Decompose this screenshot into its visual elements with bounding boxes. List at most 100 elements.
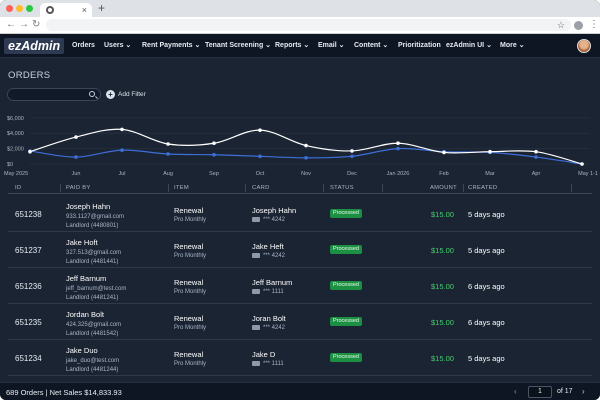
payer-email[interactable]: 424.325@gmail.com — [66, 322, 122, 328]
reload-icon[interactable]: ↻ — [32, 19, 41, 30]
y-tick-label: $0 — [7, 162, 13, 168]
credit-card-icon — [252, 289, 260, 294]
order-id: 651238 — [15, 210, 42, 219]
card-holder: Jeff Barnum — [252, 278, 293, 287]
status-badge: Processed — [330, 209, 362, 218]
nav-email[interactable]: Email ⌄ — [318, 34, 345, 58]
payer-email[interactable]: jake_duo@test.com — [66, 358, 120, 364]
status-badge: Processed — [330, 353, 362, 362]
data-point — [534, 149, 538, 154]
payer-landlord[interactable]: Landlord (4480801) — [66, 223, 119, 229]
payer-landlord[interactable]: Landlord (4481244) — [66, 367, 119, 373]
header-card[interactable]: CARD — [252, 185, 270, 191]
created-time: 6 days ago — [468, 282, 505, 291]
forward-icon[interactable]: → — [19, 19, 29, 30]
header-amount[interactable]: AMOUNT — [430, 185, 457, 191]
bookmark-star-icon[interactable]: ☆ — [556, 20, 565, 30]
payer-name[interactable]: Jake Duo — [66, 346, 98, 355]
y-tick-label: $2,000 — [7, 147, 24, 153]
previous-page-icon[interactable]: ‹ — [514, 387, 517, 396]
table-row[interactable]: 651237 Jake Hoft 327.513@gmail.com Landl… — [8, 232, 592, 268]
card-number: *** 1111 — [252, 361, 284, 367]
chevron-down-icon: ⌄ — [303, 42, 310, 49]
data-point — [442, 150, 446, 155]
credit-card-icon — [252, 361, 260, 366]
nav-ezadmin-ui[interactable]: ezAdmin UI ⌄ — [446, 34, 492, 58]
nav-users[interactable]: Users ⌄ — [104, 34, 131, 58]
payer-email[interactable]: 327.513@gmail.com — [66, 250, 122, 256]
card-holder: Jake Heft — [252, 242, 284, 251]
x-tick-label: Sep — [209, 171, 219, 177]
close-window-dot[interactable] — [6, 5, 13, 12]
header-status[interactable]: STATUS — [330, 185, 354, 191]
status-badge: Processed — [330, 245, 362, 254]
card-number-text: *** 4242 — [263, 325, 286, 332]
add-filter-button[interactable]: + Add Filter — [106, 88, 146, 101]
data-point — [258, 154, 262, 159]
table-row[interactable]: 651236 Jeff Barnum jeff_barnum@test.com … — [8, 268, 592, 304]
column-divider — [382, 184, 383, 192]
table-row[interactable]: 651235 Jordan Bolt 424.325@gmail.com Lan… — [8, 304, 592, 340]
nav-more[interactable]: More ⌄ — [500, 34, 525, 58]
tab-close-icon[interactable]: × — [81, 5, 87, 15]
chevron-down-icon: ⌄ — [518, 42, 525, 49]
column-divider — [463, 184, 464, 192]
nav-email-label: Email — [318, 42, 337, 49]
x-tick-label: Apr — [532, 171, 541, 177]
payer-landlord[interactable]: Landlord (4481241) — [66, 295, 119, 301]
data-point — [350, 149, 354, 153]
data-point — [120, 127, 124, 132]
nav-content[interactable]: Content ⌄ — [354, 34, 388, 58]
ezadmin-logo[interactable]: ezAdmin — [4, 38, 65, 54]
card-holder: Joran Bolt — [252, 314, 286, 323]
back-icon[interactable]: ← — [6, 19, 16, 30]
header-created[interactable]: CREATED — [468, 185, 498, 191]
nav-prioritization[interactable]: Prioritization — [398, 34, 441, 58]
new-tab-button[interactable]: + — [98, 1, 106, 15]
next-page-icon[interactable]: › — [582, 387, 585, 396]
minimize-window-dot[interactable] — [16, 5, 23, 12]
payer-name[interactable]: Jordan Bolt — [66, 310, 104, 319]
table-row[interactable]: 651234 Jake Duo jake_duo@test.com Landlo… — [8, 340, 592, 376]
payer-email[interactable]: 933.1127@gmail.com — [66, 214, 125, 220]
user-avatar[interactable] — [577, 39, 591, 53]
payer-email[interactable]: jeff_barnum@test.com — [66, 286, 127, 292]
item-plan: Pro Monthly — [174, 325, 207, 331]
profile-icon[interactable] — [574, 21, 583, 30]
chevron-down-icon: ⌄ — [338, 42, 345, 49]
payer-landlord[interactable]: Landlord (4481441) — [66, 259, 119, 265]
column-divider — [571, 184, 572, 192]
orders-summary: 689 Orders | Net Sales $14,833.93 — [6, 388, 122, 397]
header-item[interactable]: ITEM — [174, 185, 190, 191]
nav-tenant-screening[interactable]: Tenant Screening ⌄ — [205, 34, 271, 58]
x-tick-label: Nov — [301, 171, 311, 177]
item-type: Renewal — [174, 350, 204, 359]
header-id[interactable]: ID — [15, 185, 22, 191]
browser-menu-icon[interactable]: ⋮ — [589, 19, 599, 30]
address-bar[interactable]: ☆ — [46, 19, 571, 31]
payer-landlord[interactable]: Landlord (4481542) — [66, 331, 119, 337]
chevron-down-icon: ⌄ — [265, 42, 272, 49]
page-number-input[interactable]: 1 — [528, 386, 552, 398]
payer-name[interactable]: Jeff Barnum — [66, 274, 107, 283]
payer-name[interactable]: Jake Hoft — [66, 238, 98, 247]
order-id: 651236 — [15, 282, 42, 291]
payer-name[interactable]: Joseph Hahn — [66, 202, 111, 211]
search-icon[interactable] — [89, 91, 95, 97]
nav-reports[interactable]: Reports ⌄ — [275, 34, 309, 58]
created-time: 6 days ago — [468, 318, 505, 327]
item-plan: Pro Monthly — [174, 217, 207, 223]
data-point — [74, 135, 78, 139]
browser-tab[interactable]: × — [40, 3, 92, 17]
card-number-text: *** 4242 — [263, 253, 286, 260]
data-point — [580, 162, 584, 166]
status-badge: Processed — [330, 281, 362, 290]
nav-orders[interactable]: Orders — [72, 34, 95, 58]
table-row[interactable]: 651238 Joseph Hahn 933.1127@gmail.com La… — [8, 196, 592, 232]
search-input[interactable] — [7, 88, 101, 101]
nav-rent-payments[interactable]: Rent Payments ⌄ — [142, 34, 200, 58]
maximize-window-dot[interactable] — [26, 5, 33, 12]
header-paid-by[interactable]: PAID BY — [66, 185, 91, 191]
data-point — [166, 142, 170, 146]
card-number: *** 4242 — [252, 325, 285, 331]
